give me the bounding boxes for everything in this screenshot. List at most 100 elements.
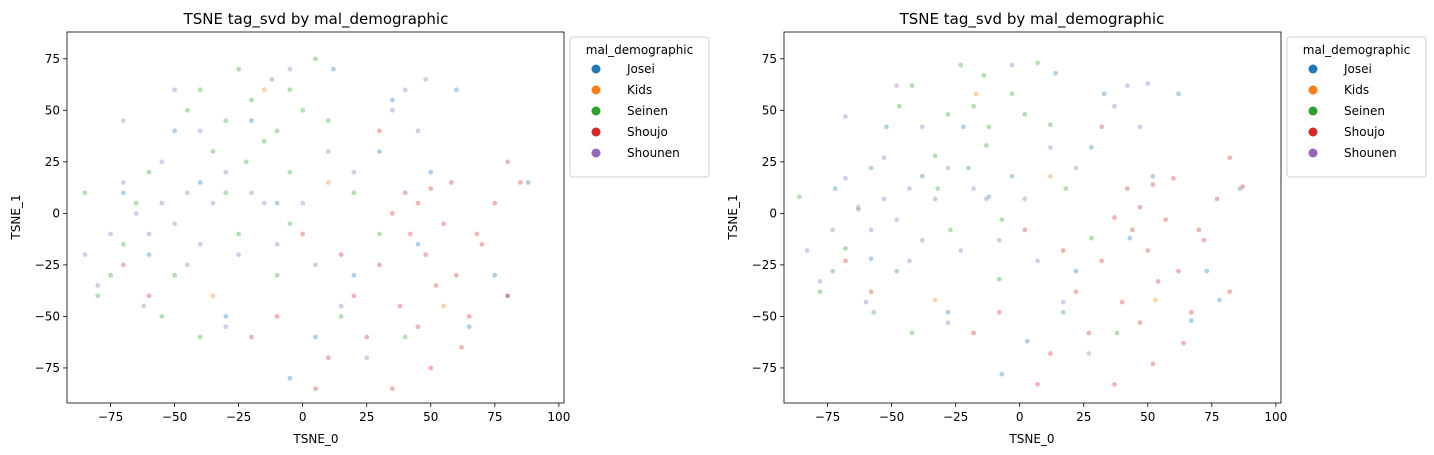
scatter-point	[1052, 70, 1059, 77]
scatter-point	[863, 299, 869, 305]
scatter-point	[998, 216, 1005, 223]
legend-marker	[1308, 64, 1318, 74]
x-tick-label: 75	[487, 410, 502, 424]
scatter-point	[107, 272, 114, 279]
legend-label: Seinen	[627, 104, 668, 118]
scatter-point	[415, 241, 421, 248]
scatter-point	[1073, 288, 1079, 295]
scatter-point	[261, 200, 268, 206]
x-tick-label: 100	[1264, 410, 1287, 424]
y-axis-ticks: −75 −50 −25 0 25 50 75	[752, 52, 784, 375]
x-tick-label: −50	[162, 410, 187, 424]
scatter-point	[973, 90, 979, 97]
scatter-point	[1060, 309, 1067, 316]
scatter-point	[325, 117, 332, 124]
scatter-point	[868, 227, 874, 233]
scatter-point	[881, 196, 887, 202]
scatter-point	[453, 86, 460, 93]
scatter-point	[407, 231, 414, 237]
scatter-point	[235, 231, 242, 237]
scatter-point	[1060, 299, 1067, 305]
legend-label: Shounen	[1344, 146, 1397, 160]
scatter-point	[1034, 60, 1041, 66]
scatter-point	[1144, 247, 1151, 254]
scatter-point	[479, 241, 485, 248]
scatter-point	[274, 313, 280, 320]
scatter-point	[998, 371, 1005, 377]
scatter-point	[171, 220, 178, 227]
scatter-point	[1214, 196, 1220, 202]
scatter-point	[197, 241, 204, 248]
scatter-point	[983, 142, 990, 149]
scatter-point	[312, 385, 319, 392]
scatter-point	[184, 107, 191, 114]
scatter-point	[448, 179, 455, 186]
scatter-point	[525, 179, 531, 186]
scatter-point	[351, 189, 357, 196]
scatter-point	[1111, 381, 1118, 388]
scatter-point	[1137, 319, 1143, 326]
scatter-point	[1088, 144, 1095, 151]
y-tick-label: −75	[752, 361, 777, 375]
scatter-point	[1124, 82, 1131, 89]
scatter-point	[855, 204, 862, 211]
scatter-point	[1226, 154, 1233, 161]
scatter-point	[402, 86, 409, 93]
legend-label: Shoujo	[1344, 125, 1385, 139]
scatter-point	[1188, 317, 1195, 324]
y-tick-label: 0	[52, 206, 60, 220]
scatter-point	[517, 179, 524, 186]
scatter-point	[299, 231, 306, 237]
legend-label: Seinen	[1344, 104, 1385, 118]
scatter-point	[338, 303, 344, 309]
scatter-point	[893, 268, 900, 274]
scatter-point	[1024, 338, 1031, 345]
scatter-point	[934, 185, 941, 192]
scatter-point	[171, 128, 178, 134]
scatter-point	[82, 251, 88, 258]
scatter-point	[133, 210, 140, 217]
scatter-point	[868, 288, 874, 295]
legend-marker	[1308, 148, 1318, 158]
scatter-point	[842, 113, 849, 120]
scatter-point	[1201, 237, 1207, 244]
scatter-point	[970, 103, 977, 110]
x-tick-label: 0	[1016, 410, 1024, 424]
scatter-point	[351, 292, 357, 299]
scatter-point	[325, 354, 332, 361]
scatter-point	[909, 82, 915, 89]
scatter-point	[146, 292, 152, 299]
scatter-point	[996, 237, 1003, 244]
legend-marker	[591, 148, 601, 158]
scatter-point	[504, 292, 511, 299]
scatter-point	[422, 76, 429, 83]
scatter-point	[932, 152, 938, 159]
scatter-point	[197, 334, 204, 340]
scatter-point	[235, 66, 242, 72]
scatter-point	[1009, 173, 1015, 180]
scatter-point	[274, 128, 280, 134]
scatter-point	[422, 251, 429, 258]
scatter-point	[141, 303, 147, 309]
scatter-point	[197, 128, 204, 134]
scatter-point	[376, 262, 383, 268]
scatter-point	[330, 66, 337, 72]
scatter-point	[389, 97, 396, 103]
scatter-point	[274, 200, 280, 206]
scatter-point	[960, 123, 967, 130]
scatter-point	[883, 123, 890, 130]
scatter-point	[222, 323, 229, 330]
scatter-point	[1162, 216, 1169, 223]
y-axis-ticks: −75 −50 −25 0 25 50 75	[35, 52, 67, 375]
scatter-point	[817, 288, 823, 295]
scatter-point	[363, 334, 370, 340]
scatter-point	[120, 262, 127, 268]
legend-label: Shoujo	[627, 125, 668, 139]
scatter-point	[1034, 257, 1041, 264]
scatter-point	[504, 158, 511, 165]
y-tick-label: −50	[35, 309, 60, 323]
chart-title: TSNE tag_svd by mal_demographic	[183, 10, 449, 29]
scatter-point	[842, 175, 849, 182]
scatter-point	[222, 169, 229, 176]
scatter-point	[842, 257, 849, 264]
